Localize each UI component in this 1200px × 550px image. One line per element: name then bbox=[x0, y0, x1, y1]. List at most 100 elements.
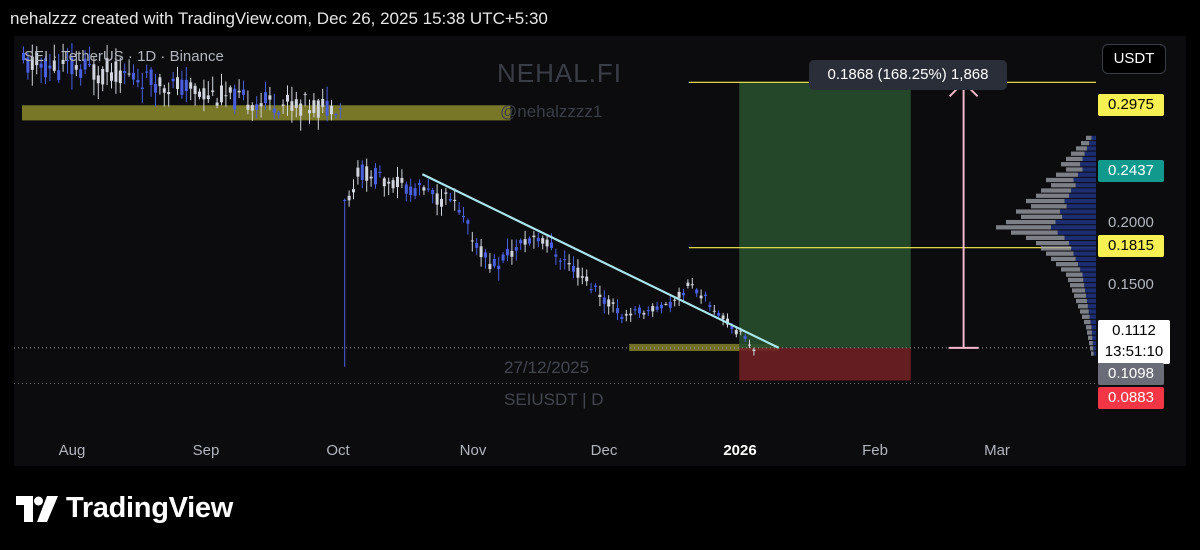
chart-area[interactable]: SEI · TetherUS · 1D · Binance NEHAL.FI @… bbox=[14, 36, 1186, 466]
candle-body bbox=[316, 100, 320, 118]
time-axis-label: Dec bbox=[590, 442, 618, 459]
volume-profile-bar-sell bbox=[1082, 314, 1090, 319]
candle-body bbox=[611, 302, 615, 304]
volume-profile-bar-sell bbox=[1074, 293, 1087, 298]
candle-body bbox=[127, 73, 131, 75]
candle-body bbox=[325, 100, 329, 116]
volume-profile-bar-sell bbox=[996, 225, 1051, 230]
candle-body bbox=[426, 188, 430, 190]
volume-profile-bar-sell bbox=[1088, 335, 1093, 340]
time-axis-label: Nov bbox=[459, 442, 487, 459]
target-price-tag: 0.2975 bbox=[1098, 94, 1164, 116]
candle-body bbox=[642, 312, 646, 315]
candle-body bbox=[488, 263, 492, 270]
volume-profile-bar-buy bbox=[1051, 225, 1096, 230]
candle-body bbox=[312, 100, 316, 113]
candle-body bbox=[651, 306, 655, 312]
candle-body bbox=[158, 77, 162, 87]
candle-body bbox=[211, 90, 215, 93]
candle-body bbox=[193, 85, 197, 95]
tradingview-logo[interactable]: TradingView bbox=[16, 492, 233, 525]
bar-countdown: 13:51:10 bbox=[1104, 343, 1164, 360]
candle-body bbox=[616, 308, 619, 314]
volume-profile-bar-sell bbox=[1041, 246, 1072, 251]
candle-body bbox=[334, 114, 338, 116]
candle-body bbox=[682, 292, 685, 296]
candle-body bbox=[479, 246, 483, 258]
candle-body bbox=[44, 58, 47, 78]
candle-body bbox=[202, 88, 206, 100]
watermark-title: NEHAL.FI bbox=[497, 58, 623, 88]
symbol-legend[interactable]: SEI · TetherUS · 1D · Binance bbox=[24, 48, 224, 65]
last-price-tag: 0.2437 bbox=[1098, 160, 1164, 182]
candle-body bbox=[281, 104, 285, 106]
volume-profile-bar-buy bbox=[1084, 151, 1096, 156]
candle-body bbox=[695, 289, 699, 294]
candle-body bbox=[708, 305, 712, 308]
candle-body bbox=[448, 198, 452, 201]
volume-profile-bar-sell bbox=[1076, 146, 1087, 151]
candle-body bbox=[360, 164, 364, 180]
candle-body bbox=[726, 318, 729, 325]
candle-body bbox=[624, 314, 628, 316]
candle-body bbox=[149, 69, 153, 85]
volume-profile-bar-buy bbox=[1073, 251, 1096, 256]
candle-body bbox=[721, 315, 725, 320]
candle-body bbox=[677, 291, 681, 298]
measure-tooltip: 0.1868 (168.25%) 1,868 bbox=[809, 60, 1007, 90]
candle-body bbox=[514, 247, 518, 251]
time-axis-label: Mar bbox=[984, 442, 1010, 459]
candle-body bbox=[704, 294, 707, 296]
candle-body bbox=[233, 88, 237, 110]
candle-body bbox=[470, 240, 474, 242]
candle-body bbox=[242, 89, 245, 95]
candle-body bbox=[453, 199, 457, 202]
candle-body bbox=[387, 181, 391, 184]
volume-profile-bar-sell bbox=[1056, 262, 1078, 267]
volume-profile-bar-sell bbox=[1066, 167, 1083, 172]
long-position-stop-zone bbox=[739, 347, 911, 381]
price-chart[interactable] bbox=[14, 36, 1186, 466]
volume-profile-bar-sell bbox=[1061, 162, 1081, 167]
volume-profile-bar-buy bbox=[1066, 204, 1096, 209]
volume-profile-bar-buy bbox=[1091, 135, 1096, 141]
candle-body bbox=[686, 282, 690, 286]
volume-profile-bar-buy bbox=[1087, 298, 1096, 304]
candle-body bbox=[409, 186, 413, 196]
candle-body bbox=[378, 171, 382, 173]
volume-profile-bar-sell bbox=[1066, 156, 1083, 162]
volume-profile-bar-sell bbox=[1078, 304, 1088, 309]
candle-body bbox=[48, 65, 52, 69]
volume-profile-bar-sell bbox=[1036, 193, 1069, 198]
volume-profile-bar-sell bbox=[1091, 351, 1094, 356]
volume-profile-bar-buy bbox=[1075, 183, 1096, 188]
candle-body bbox=[413, 188, 417, 196]
candle-body bbox=[541, 238, 545, 244]
candle-body bbox=[338, 108, 342, 110]
candle-body bbox=[52, 60, 56, 71]
candle-body bbox=[74, 65, 78, 70]
stop-price-tag: 0.0883 bbox=[1098, 387, 1164, 409]
time-axis-label: Sep bbox=[192, 442, 220, 459]
candle-body bbox=[519, 239, 523, 244]
candle-body bbox=[492, 259, 496, 267]
candle-body bbox=[545, 239, 549, 247]
candle-body bbox=[638, 307, 641, 314]
candle-body bbox=[629, 313, 633, 316]
candle-body bbox=[61, 59, 65, 64]
candle-body bbox=[330, 105, 333, 115]
volume-profile-bar-buy bbox=[1089, 314, 1096, 319]
candle-body bbox=[585, 276, 589, 282]
candle-body bbox=[646, 310, 650, 312]
current-price: 0.1112 bbox=[1112, 322, 1156, 339]
support-zone bbox=[629, 343, 779, 352]
candle-body bbox=[303, 94, 307, 96]
volume-profile-bar-sell bbox=[1051, 183, 1076, 188]
candle-body bbox=[717, 312, 721, 316]
volume-profile-bar-buy bbox=[1084, 283, 1096, 288]
volume-profile-bar-buy bbox=[1057, 230, 1096, 235]
volume-profile-bar-buy bbox=[1087, 146, 1096, 151]
currency-button[interactable]: USDT bbox=[1102, 44, 1166, 74]
candle-body bbox=[215, 102, 219, 106]
candle-body bbox=[114, 61, 118, 82]
